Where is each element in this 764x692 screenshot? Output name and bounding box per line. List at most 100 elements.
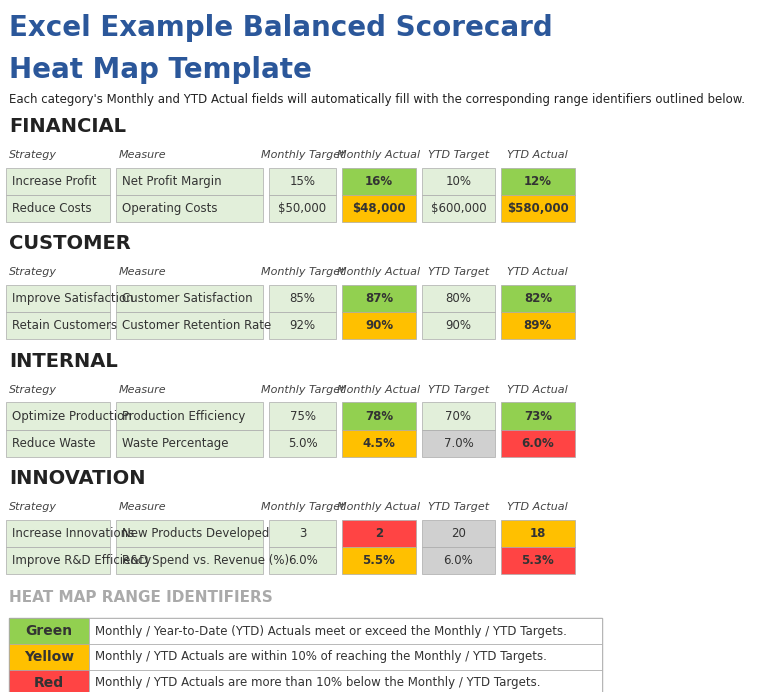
Bar: [6, 403, 110, 430]
Bar: [116, 403, 263, 430]
Bar: [9, 618, 89, 644]
Text: 87%: 87%: [365, 292, 393, 305]
Bar: [342, 285, 416, 312]
Text: Strategy: Strategy: [9, 502, 57, 512]
Text: Monthly Actual: Monthly Actual: [338, 502, 420, 512]
Bar: [422, 194, 495, 222]
Bar: [6, 167, 110, 194]
Bar: [501, 285, 575, 312]
Bar: [6, 312, 110, 339]
Text: 12%: 12%: [524, 174, 552, 188]
Bar: [501, 194, 575, 222]
Text: Monthly Actual: Monthly Actual: [338, 385, 420, 395]
Text: 7.0%: 7.0%: [444, 437, 473, 450]
Text: Green: Green: [25, 624, 73, 638]
Bar: [89, 618, 602, 644]
Bar: [6, 430, 110, 457]
Text: Retain Customers: Retain Customers: [12, 319, 118, 332]
Bar: [342, 167, 416, 194]
Bar: [422, 520, 495, 547]
Text: 10%: 10%: [445, 174, 471, 188]
Text: Excel Example Balanced Scorecard: Excel Example Balanced Scorecard: [9, 14, 553, 42]
Text: Measure: Measure: [119, 150, 167, 160]
Text: Optimize Production: Optimize Production: [12, 410, 132, 423]
Text: 2: 2: [375, 527, 383, 540]
Bar: [342, 547, 416, 574]
Text: Monthly Actual: Monthly Actual: [338, 150, 420, 160]
Bar: [422, 547, 495, 574]
Bar: [269, 194, 336, 222]
Bar: [269, 285, 336, 312]
Text: 18: 18: [529, 527, 546, 540]
Bar: [269, 520, 336, 547]
Bar: [116, 430, 263, 457]
Text: 85%: 85%: [290, 292, 316, 305]
Text: Strategy: Strategy: [9, 267, 57, 277]
Text: INNOVATION: INNOVATION: [9, 469, 146, 488]
Bar: [422, 312, 495, 339]
Bar: [342, 403, 416, 430]
Text: Monthly Target: Monthly Target: [261, 267, 345, 277]
Bar: [342, 430, 416, 457]
Text: YTD Target: YTD Target: [428, 502, 489, 512]
Bar: [6, 194, 110, 222]
Bar: [501, 312, 575, 339]
Bar: [6, 547, 110, 574]
Text: $48,000: $48,000: [352, 202, 406, 215]
Text: Measure: Measure: [119, 502, 167, 512]
Text: 92%: 92%: [290, 319, 316, 332]
Text: INTERNAL: INTERNAL: [9, 352, 118, 370]
Text: YTD Actual: YTD Actual: [507, 150, 568, 160]
Text: 90%: 90%: [365, 319, 393, 332]
Text: Production Efficiency: Production Efficiency: [122, 410, 245, 423]
Text: YTD Actual: YTD Actual: [507, 385, 568, 395]
Text: 16%: 16%: [365, 174, 393, 188]
Text: HEAT MAP RANGE IDENTIFIERS: HEAT MAP RANGE IDENTIFIERS: [9, 590, 273, 605]
Text: YTD Target: YTD Target: [428, 385, 489, 395]
Text: 6.0%: 6.0%: [522, 437, 554, 450]
Bar: [269, 430, 336, 457]
Text: 20: 20: [451, 527, 466, 540]
Text: 73%: 73%: [524, 410, 552, 423]
Text: 75%: 75%: [290, 410, 316, 423]
Text: 5.3%: 5.3%: [522, 554, 554, 567]
Bar: [422, 430, 495, 457]
Bar: [342, 520, 416, 547]
Bar: [422, 403, 495, 430]
Text: Improve Satisfaction: Improve Satisfaction: [12, 292, 134, 305]
Bar: [269, 312, 336, 339]
Text: Increase Profit: Increase Profit: [12, 174, 97, 188]
Text: Net Profit Margin: Net Profit Margin: [122, 174, 222, 188]
Text: 6.0%: 6.0%: [444, 554, 473, 567]
Text: $580,000: $580,000: [507, 202, 568, 215]
Bar: [422, 285, 495, 312]
Bar: [116, 312, 263, 339]
Text: Monthly / Year-to-Date (YTD) Actuals meet or exceed the Monthly / YTD Targets.: Monthly / Year-to-Date (YTD) Actuals mee…: [95, 625, 567, 637]
Text: Monthly Target: Monthly Target: [261, 385, 345, 395]
Text: 90%: 90%: [445, 319, 471, 332]
Text: CUSTOMER: CUSTOMER: [9, 234, 131, 253]
Text: Customer Retention Rate: Customer Retention Rate: [122, 319, 271, 332]
Text: Monthly Actual: Monthly Actual: [338, 267, 420, 277]
Text: Heat Map Template: Heat Map Template: [9, 55, 312, 84]
Text: Increase Innovations: Increase Innovations: [12, 527, 134, 540]
Text: Waste Percentage: Waste Percentage: [122, 437, 228, 450]
Text: 3: 3: [299, 527, 306, 540]
Text: Red: Red: [34, 676, 64, 690]
Text: FINANCIAL: FINANCIAL: [9, 117, 126, 136]
Text: Monthly / YTD Actuals are more than 10% below the Monthly / YTD Targets.: Monthly / YTD Actuals are more than 10% …: [95, 676, 540, 689]
Bar: [9, 618, 602, 692]
Text: 82%: 82%: [524, 292, 552, 305]
Bar: [501, 520, 575, 547]
Text: Operating Costs: Operating Costs: [122, 202, 218, 215]
Text: R&D Spend vs. Revenue (%): R&D Spend vs. Revenue (%): [122, 554, 290, 567]
Text: Monthly / YTD Actuals are within 10% of reaching the Monthly / YTD Targets.: Monthly / YTD Actuals are within 10% of …: [95, 650, 546, 664]
Bar: [501, 430, 575, 457]
Text: Measure: Measure: [119, 385, 167, 395]
Text: Improve R&D Efficiency: Improve R&D Efficiency: [12, 554, 151, 567]
Bar: [89, 670, 602, 692]
Text: Each category's Monthly and YTD Actual fields will automatically fill with the c: Each category's Monthly and YTD Actual f…: [9, 93, 745, 106]
Text: YTD Target: YTD Target: [428, 150, 489, 160]
Text: 6.0%: 6.0%: [288, 554, 317, 567]
Text: 70%: 70%: [445, 410, 471, 423]
